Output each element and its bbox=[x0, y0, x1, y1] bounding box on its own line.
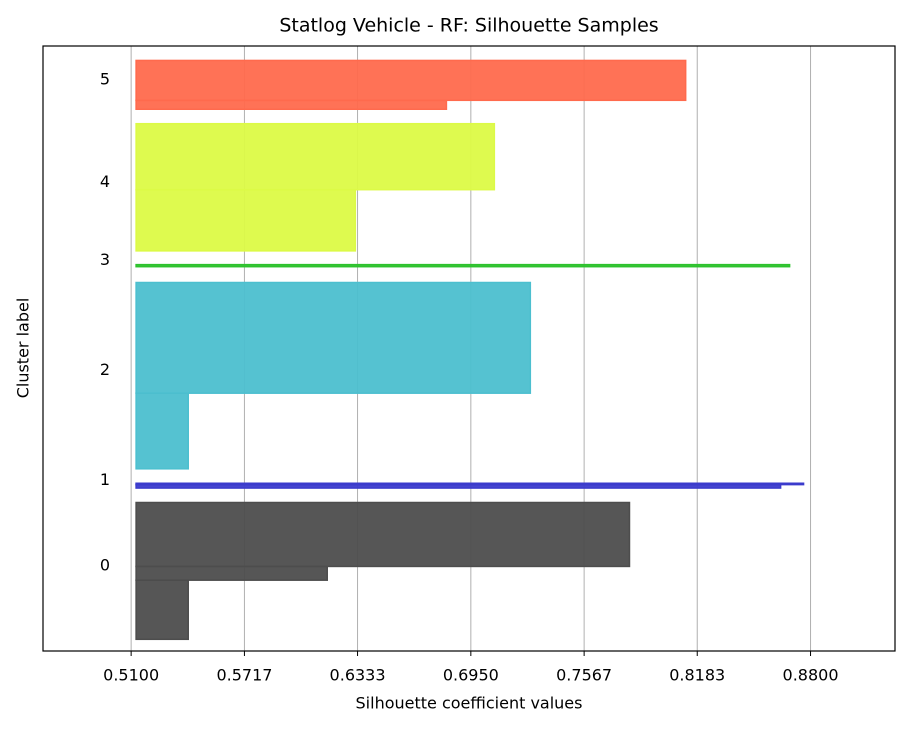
silhouette-segment bbox=[135, 122, 496, 191]
y-axis-label: Cluster label bbox=[14, 298, 33, 399]
x-tick-label: 0.5100 bbox=[103, 666, 159, 685]
x-tick-label: 0.8800 bbox=[783, 666, 839, 685]
silhouette-segment bbox=[135, 579, 189, 641]
x-tick-label: 0.7567 bbox=[556, 666, 612, 685]
x-axis-label: Silhouette coefficient values bbox=[356, 694, 583, 713]
silhouette-segment bbox=[135, 99, 448, 110]
plot-frame bbox=[42, 45, 896, 652]
silhouette-segment bbox=[135, 281, 532, 394]
silhouette-segment bbox=[135, 482, 805, 486]
y-tick-label: 3 bbox=[100, 250, 110, 269]
silhouette-segment bbox=[135, 188, 357, 252]
x-tick-label: 0.5717 bbox=[216, 666, 272, 685]
y-tick-label: 0 bbox=[100, 555, 110, 574]
silhouette-segment bbox=[135, 392, 189, 470]
silhouette-segment bbox=[135, 59, 687, 102]
y-tick-label: 1 bbox=[100, 470, 110, 489]
silhouette-segment bbox=[135, 501, 631, 568]
silhouette-segment bbox=[135, 263, 791, 268]
y-tick-label: 5 bbox=[100, 69, 110, 88]
chart-title: Statlog Vehicle - RF: Silhouette Samples bbox=[279, 15, 658, 37]
silhouette-segment bbox=[135, 565, 328, 581]
y-tick-label: 2 bbox=[100, 360, 110, 379]
x-tick-label: 0.6333 bbox=[330, 666, 386, 685]
x-tick-label: 0.6950 bbox=[443, 666, 499, 685]
x-tick-label: 0.8183 bbox=[669, 666, 725, 685]
y-tick-label: 4 bbox=[100, 172, 110, 191]
